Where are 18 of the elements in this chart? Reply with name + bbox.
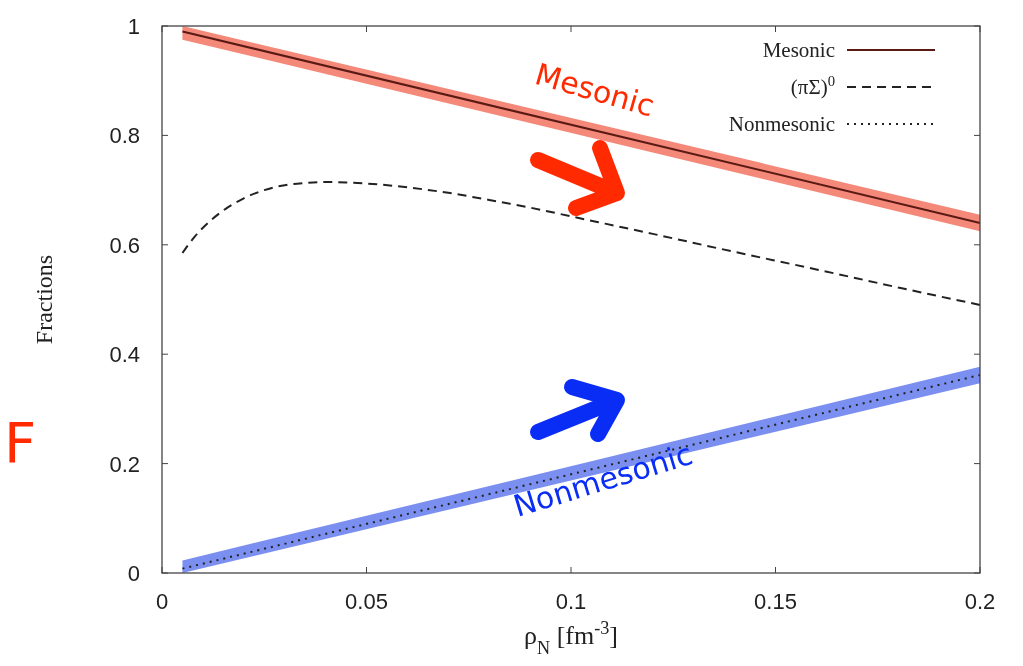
x-tick-label: 0.05 <box>345 589 388 614</box>
y-tick-label: 0.8 <box>109 123 140 149</box>
legend-label: (πΣ)$^{0}$ <box>790 73 835 99</box>
text: F <box>4 410 37 475</box>
y-tick-label: 1 <box>127 14 140 39</box>
y-tick-label: 0.6 <box>109 232 140 258</box>
y-tick-label: 0.2 <box>109 451 140 477</box>
legend-label: Nonmesonic <box>728 112 835 136</box>
x-tick-label: 0.15 <box>754 589 797 614</box>
legend-label: Mesonic <box>762 38 835 62</box>
x-tick-label: 0 <box>155 589 169 614</box>
x-tick-label: 0.2 <box>964 589 996 614</box>
y-tick-label: 0 <box>127 561 140 586</box>
line-series <box>181 180 981 306</box>
y-axis-title: Fractions <box>31 254 57 345</box>
x-axis-title: ρ$_{N}$ [fm$^{-3}$] <box>524 618 618 658</box>
y-tick-label: 0.4 <box>109 342 140 368</box>
x-tick-label: 0.1 <box>555 589 587 614</box>
